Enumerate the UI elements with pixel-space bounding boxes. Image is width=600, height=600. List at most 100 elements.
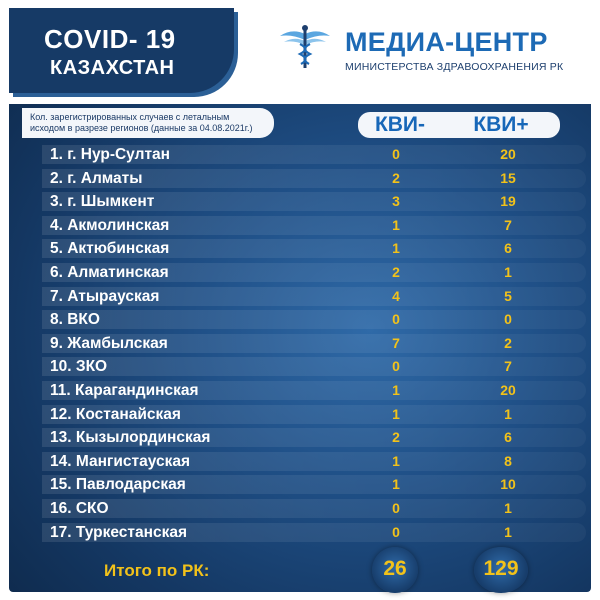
table-row: 3. г. Шымкент 3 19	[0, 190, 600, 214]
kvi-minus-value: 0	[392, 523, 400, 540]
region-name: 8. ВКО	[50, 311, 100, 329]
kvi-minus-value: 0	[392, 358, 400, 375]
region-name: 3. г. Шымкент	[50, 193, 155, 211]
kvi-plus-value: 15	[500, 169, 516, 186]
kvi-plus-value: 0	[504, 311, 512, 328]
total-kvi-minus: 26	[383, 557, 407, 580]
title-box	[9, 8, 234, 93]
region-name: 17. Туркестанская	[50, 523, 188, 541]
kvi-minus-value: 1	[392, 476, 400, 493]
table-row: 11. Карагандинская 1 20	[0, 379, 600, 403]
kvi-plus-value: 1	[504, 499, 512, 516]
kvi-minus-value: 7	[392, 334, 400, 351]
column-header-kvi-minus: КВИ-	[358, 112, 442, 138]
region-name: 10. ЗКО	[50, 358, 108, 376]
kvi-minus-value: 2	[392, 429, 400, 446]
row-stripe	[42, 262, 586, 282]
row-stripe	[42, 168, 586, 188]
kvi-plus-value: 10	[500, 476, 516, 493]
kvi-minus-value: 1	[392, 405, 400, 422]
region-name: 9. Жамбылская	[50, 334, 168, 352]
total-kvi-plus: 129	[483, 557, 519, 580]
kvi-plus-value: 1	[504, 523, 512, 540]
caduceus-icon	[280, 25, 330, 68]
table-row: 10. ЗКО 0 7	[0, 355, 600, 379]
row-stripe	[42, 192, 586, 212]
row-stripe	[42, 333, 586, 353]
row-stripe	[42, 357, 586, 377]
kvi-plus-value: 1	[504, 405, 512, 422]
row-stripe	[42, 451, 586, 471]
region-table: 1. г. Нур-Султан 0 20 2. г. Алматы 2 15 3. г. …	[0, 143, 600, 544]
total-kvi-minus-circle	[372, 547, 418, 593]
table-row: 17. Туркестанская 0 1	[0, 521, 600, 545]
kvi-minus-value: 0	[392, 311, 400, 328]
kvi-minus-value: 0	[392, 499, 400, 516]
note-line-2: исходом в разрезе регионов (данные за 04…	[30, 123, 253, 133]
kvi-plus-value: 20	[500, 146, 516, 162]
region-name: 7. Атырауская	[50, 287, 160, 305]
data-note: Кол. зарегистрированных случаев с леталь…	[22, 108, 274, 138]
row-stripe	[42, 522, 586, 542]
kvi-minus-value: 4	[392, 287, 400, 304]
region-name: 4. Акмолинская	[50, 216, 170, 234]
row-stripe	[42, 475, 586, 495]
kvi-minus-value: 0	[392, 146, 400, 162]
region-name: 1. г. Нур-Султан	[50, 146, 171, 163]
brand-name: МЕДИА-ЦЕНТР	[345, 27, 548, 57]
row-stripe	[42, 145, 586, 164]
kvi-plus-value: 19	[500, 193, 516, 210]
row-stripe	[42, 215, 586, 235]
table-row: 9. Жамбылская 7 2	[0, 332, 600, 356]
kvi-minus-value: 2	[392, 263, 400, 280]
kvi-minus-value: 1	[392, 216, 400, 233]
kvi-plus-value: 20	[500, 381, 516, 398]
brand-subtitle: МИНИСТЕРСТВА ЗДРАВООХРАНЕНИЯ РК	[345, 61, 564, 73]
kvi-minus-value: 2	[392, 169, 400, 186]
row-stripe	[42, 498, 586, 518]
kvi-plus-value: 8	[504, 452, 512, 469]
kvi-plus-value: 7	[504, 358, 512, 375]
row-stripe	[42, 380, 586, 400]
region-name: 13. Кызылординская	[50, 429, 211, 447]
row-stripe	[42, 239, 586, 259]
row-stripe	[42, 310, 586, 330]
kvi-plus-value: 5	[504, 287, 512, 304]
table-row: 6. Алматинская 2 1	[0, 261, 600, 285]
page-title: COVID- 19	[44, 24, 176, 54]
kvi-plus-value: 6	[504, 429, 512, 446]
table-row: 5. Актюбинская 1 6	[0, 237, 600, 261]
table-row: 1. г. Нур-Султан 0 20	[0, 143, 600, 167]
region-name: 16. СКО	[50, 499, 109, 517]
row-stripe	[42, 404, 586, 424]
kvi-plus-value: 6	[504, 240, 512, 257]
row-stripe	[42, 286, 586, 306]
table-row: 13. Кызылординская 2 6	[0, 426, 600, 450]
region-name: 15. Павлодарская	[50, 476, 186, 494]
region-name: 6. Алматинская	[50, 263, 169, 281]
region-name: 12. Костанайская	[50, 405, 181, 423]
region-name: 14. Мангистауская	[50, 452, 191, 470]
table-row: 4. Акмолинская 1 7	[0, 214, 600, 238]
table-row: 16. СКО 0 1	[0, 497, 600, 521]
total-kvi-plus-circle	[474, 547, 528, 593]
table-row: 2. г. Алматы 2 15	[0, 167, 600, 191]
kvi-minus-value: 1	[392, 240, 400, 257]
kvi-plus-value: 1	[504, 263, 512, 280]
table-row: 14. Мангистауская 1 8	[0, 450, 600, 474]
column-header-kvi-plus: КВИ+	[442, 112, 560, 138]
background-panel	[9, 8, 591, 592]
kvi-plus-value: 7	[504, 216, 512, 233]
region-name: 11. Карагандинская	[50, 381, 199, 399]
row-stripe	[42, 428, 586, 448]
kvi-minus-value: 1	[392, 452, 400, 469]
table-row: 8. ВКО 0 0	[0, 308, 600, 332]
total-label: Итого по РК:	[104, 561, 210, 580]
kvi-minus-value: 3	[392, 193, 400, 210]
table-row: 12. Костанайская 1 1	[0, 403, 600, 427]
page-subtitle-country: КАЗАХСТАН	[50, 57, 175, 79]
note-line-1: Кол. зарегистрированных случаев с леталь…	[30, 112, 230, 122]
kvi-minus-value: 1	[392, 381, 400, 398]
table-row: 15. Павлодарская 1 10	[0, 473, 600, 497]
